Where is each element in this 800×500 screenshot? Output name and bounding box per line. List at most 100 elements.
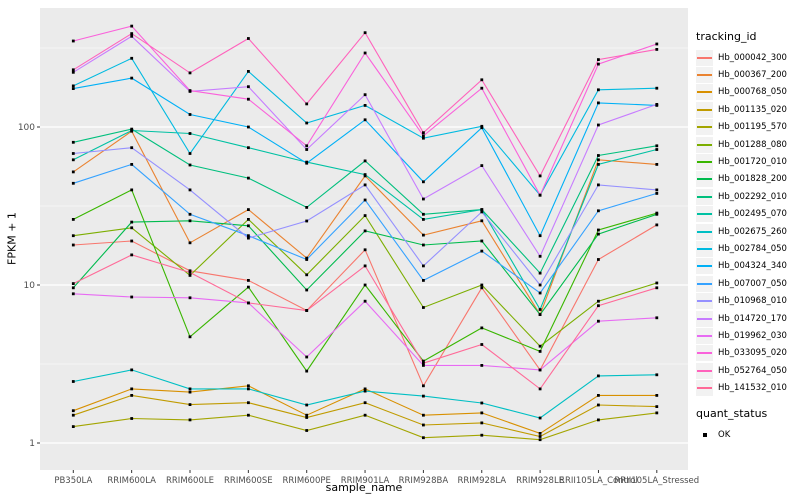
- data-point: [655, 373, 659, 377]
- data-point: [71, 282, 75, 285]
- data-point: [363, 214, 367, 217]
- data-point: [247, 285, 250, 289]
- data-point: [130, 56, 134, 60]
- legend-item-label: Hb_001720_010: [718, 157, 787, 168]
- data-point: [597, 299, 600, 303]
- legend-key-line-icon: [697, 317, 712, 320]
- data-point: [655, 394, 659, 397]
- data-point: [71, 286, 75, 290]
- data-point: [597, 394, 600, 397]
- data-point: [363, 387, 367, 391]
- data-point: [655, 144, 659, 148]
- legend-key-line-icon: [697, 91, 712, 94]
- data-point: [130, 76, 134, 80]
- data-point: [71, 181, 75, 185]
- data-point: [655, 188, 659, 192]
- legend-item-label: Hb_000042_300: [718, 52, 787, 63]
- legend-key-swatch: [696, 49, 713, 66]
- data-point: [422, 197, 425, 201]
- legend-items: Hb_000042_300 Hb_000367_200 Hb_000768_050 H…: [696, 49, 800, 397]
- data-point: [71, 292, 75, 296]
- data-point: [655, 86, 659, 90]
- data-point: [247, 234, 250, 238]
- data-point: [247, 301, 250, 305]
- legend-key-line-icon: [697, 352, 712, 355]
- data-point: [538, 387, 542, 391]
- data-point: [597, 232, 600, 236]
- data-point: [130, 146, 134, 150]
- data-point: [480, 401, 484, 405]
- y-tick-label: 10: [24, 281, 36, 291]
- data-point: [538, 174, 542, 178]
- data-point: [305, 219, 309, 223]
- legend-item-label: Hb_002784_050: [718, 243, 787, 254]
- data-point: [480, 364, 484, 367]
- x-axis-title: sample_name: [325, 481, 403, 494]
- data-point: [422, 436, 425, 440]
- legend-item-label: Hb_001828_200: [718, 174, 787, 185]
- legend-item-label: Hb_004324_340: [718, 261, 787, 272]
- data-point: [422, 136, 425, 140]
- legend-key-line-icon: [697, 265, 712, 268]
- legend-item-label: Hb_007007_050: [718, 278, 787, 289]
- legend-item: Hb_014720_170: [696, 310, 800, 327]
- data-point: [188, 390, 192, 394]
- data-point: [305, 309, 309, 312]
- data-point: [655, 405, 659, 408]
- data-point: [538, 350, 542, 353]
- data-point: [480, 286, 484, 290]
- data-point: [363, 283, 367, 287]
- data-point: [538, 438, 542, 442]
- data-point: [130, 34, 134, 38]
- data-point: [305, 161, 309, 165]
- data-point: [480, 210, 484, 214]
- data-point: [188, 113, 192, 116]
- data-point: [597, 319, 600, 323]
- data-point: [422, 359, 425, 363]
- data-point: [655, 316, 659, 320]
- x-tick-label: PB350LA: [54, 476, 92, 486]
- legend-item-label: Hb_019962_030: [718, 330, 787, 341]
- data-point: [655, 148, 659, 151]
- legend-item: Hb_002495_070: [696, 206, 800, 223]
- data-point: [247, 236, 250, 240]
- data-point: [188, 89, 192, 92]
- data-point: [130, 226, 134, 230]
- data-point: [188, 241, 192, 245]
- data-point: [247, 70, 250, 73]
- legend-item-label: Hb_001195_570: [718, 122, 787, 133]
- legend-key-swatch: [696, 327, 713, 344]
- x-tick-label: RRII105LA_Stressed: [614, 476, 699, 486]
- black-square-point-icon: [702, 433, 707, 437]
- legend-key-swatch: [696, 67, 713, 84]
- x-tick-label: RRII105LA_Control: [559, 476, 638, 486]
- data-point: [655, 42, 659, 46]
- data-point: [422, 361, 425, 365]
- data-point: [538, 435, 542, 438]
- data-point: [71, 380, 75, 383]
- data-point: [305, 369, 309, 373]
- data-point: [538, 432, 542, 435]
- data-point: [422, 264, 425, 268]
- data-point: [422, 131, 425, 135]
- legend-item-label: Hb_010968_010: [718, 296, 787, 307]
- legend-key-line-icon: [697, 282, 712, 285]
- data-point: [422, 243, 425, 247]
- data-point: [188, 418, 192, 422]
- quant-status-key: [696, 427, 713, 443]
- data-point: [305, 355, 309, 359]
- data-point: [422, 384, 425, 388]
- legend-key-line-icon: [697, 161, 712, 164]
- data-point: [480, 208, 484, 211]
- legend-key-line-icon: [697, 178, 712, 181]
- data-point: [130, 387, 134, 391]
- data-point: [422, 279, 425, 282]
- data-point: [538, 308, 542, 311]
- legend-item: Hb_033095_020: [696, 345, 800, 362]
- data-point: [597, 183, 600, 187]
- legend-key-swatch: [696, 154, 713, 171]
- data-point: [188, 269, 192, 273]
- legend-item: Hb_001135_020: [696, 101, 800, 118]
- data-point: [305, 403, 309, 407]
